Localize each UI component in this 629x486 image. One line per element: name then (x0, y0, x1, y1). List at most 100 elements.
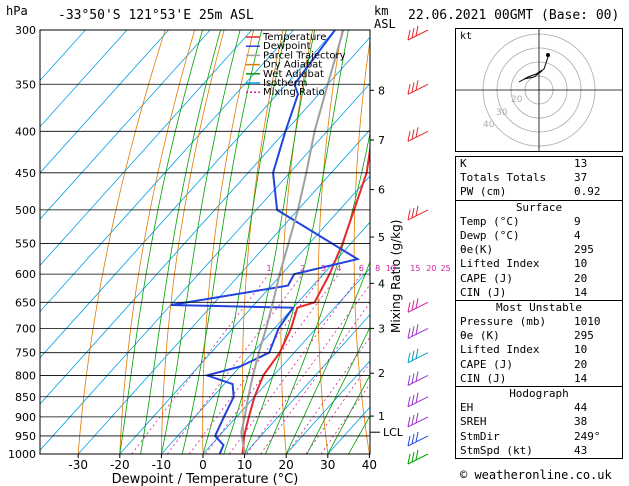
isotherm-line (285, 360, 370, 454)
wind-barb (407, 80, 429, 95)
hodo-value: 38 (574, 415, 588, 429)
surface-label: Dewp (°C) (460, 228, 520, 242)
hodo-value: 43 (574, 443, 588, 457)
most-unstable-section: Most Unstable Pressure (mb) 1010 θe (K) 295… (456, 299, 622, 386)
wet-adiabat-line (119, 30, 203, 454)
surface-row: Dewp (°C) 4 (456, 229, 622, 243)
index-row: PW (cm) 0.92 (456, 185, 622, 199)
surface-value: 20 (574, 271, 588, 285)
isotherm-line (244, 314, 370, 454)
surface-label: CIN (J) (460, 285, 507, 299)
hodo-row: StmDir 249° (456, 430, 622, 444)
svg-text:40: 40 (483, 120, 495, 130)
mixing-ratio-line (246, 283, 370, 454)
index-section: K 13 Totals Totals 37 PW (cm) 0.92 (456, 157, 622, 200)
mixing-ratio-line (166, 273, 304, 454)
surface-row: CIN (J) 14 (456, 286, 622, 300)
surface-label: Lifted Index (460, 257, 540, 271)
mixing-ratio-label: 1 (266, 264, 271, 273)
x-tick-label: 20 (279, 458, 294, 472)
hodograph-plot: 20 30 40 (456, 29, 622, 151)
pressure-tick-label: 800 (15, 369, 36, 382)
surface-label: CAPE (J) (460, 271, 513, 285)
pressure-tick-label: 300 (15, 24, 36, 37)
hodo-label: StmSpd (kt) (460, 443, 533, 457)
surface-value: 10 (574, 257, 588, 271)
plot-frame (39, 29, 371, 455)
wind-barb (407, 127, 429, 142)
hodo-row: StmSpd (kt) 43 (456, 444, 622, 458)
legend-label: Wet Adiabat (263, 69, 324, 80)
km-tick-label: 5 (378, 231, 385, 244)
unstable-row: CIN (J) 14 (456, 372, 622, 386)
mixing-ratio-label: 25 (440, 264, 450, 273)
pressure-tick-label: 550 (15, 237, 36, 250)
asl-label: ASL (374, 17, 396, 31)
parameters-table: K 13 Totals Totals 37 PW (cm) 0.92 Surface Te… (455, 156, 623, 459)
hodograph-title: Hodograph (509, 387, 569, 400)
hodo-row: SREH 38 (456, 415, 622, 429)
index-row: Totals Totals 37 (456, 171, 622, 185)
isotherm-line (40, 30, 169, 174)
isotherm-line (40, 30, 294, 313)
hodo-label: SREH (460, 415, 487, 429)
index-label: PW (cm) (460, 185, 507, 199)
wet-adiabat-line (306, 326, 370, 454)
isotherm-line (40, 30, 211, 220)
wind-barb (407, 348, 429, 364)
unstable-label: Pressure (mb) (460, 315, 547, 329)
isotherm-line (40, 82, 370, 451)
hpa-label: hPa (6, 4, 28, 18)
pressure-tick-label: 750 (15, 347, 36, 360)
x-axis-title: Dewpoint / Temperature (°C) (112, 472, 299, 486)
surface-label: θe(K) (460, 243, 494, 257)
mixing-ratio-label: 20 (426, 264, 436, 273)
index-value: 0.92 (574, 185, 601, 199)
surface-title: Surface (515, 200, 563, 214)
hodo-row: EH 44 (456, 401, 622, 415)
mixing-ratio-label: 3 (321, 264, 326, 273)
x-tick-label: 10 (237, 458, 252, 472)
wind-barb (407, 431, 429, 447)
x-tick-label: 40 (362, 458, 377, 472)
unstable-value: 14 (574, 371, 588, 385)
most-unstable-title: Most Unstable (495, 300, 583, 314)
isotherm-line (40, 30, 86, 82)
lcl-label: LCL (383, 426, 404, 439)
km-tick-label: 2 (378, 367, 385, 380)
index-row: K 13 (456, 157, 622, 171)
legend-label: Dewpoint (263, 41, 311, 52)
legend-label: Isotherm (263, 78, 307, 89)
index-label: K (460, 157, 467, 170)
wind-barb (407, 412, 429, 428)
unstable-value: 295 (574, 329, 594, 343)
series-dewpoint-line (170, 30, 361, 454)
mixing-ratio-label: 10 (386, 264, 396, 273)
unstable-row: Pressure (mb) 1010 (456, 315, 622, 329)
mixing-ratio-line (131, 273, 270, 454)
dry-adiabat-line (423, 30, 453, 454)
mixing-ratio-axis-title: Mixing Ratio (g/kg) (389, 220, 403, 333)
x-tick-label: -20 (110, 458, 130, 472)
km-tick-label: 3 (378, 322, 385, 335)
km-label: km (374, 4, 389, 18)
mixing-ratio-line (189, 273, 324, 454)
mixing-ratio-line (228, 273, 362, 454)
copyright-text: © weatheronline.co.uk (460, 468, 612, 482)
location-title: -33°50'S 121°53'E 25m ASL (58, 8, 254, 23)
legend-label: Dry Adiabat (263, 60, 322, 71)
mixing-ratio-label: 2 (300, 264, 305, 273)
hodo-label: EH (460, 401, 474, 415)
hodo-value: 249° (574, 429, 601, 443)
surface-row: θe(K) 295 (456, 243, 622, 257)
x-tick-label: -30 (68, 458, 88, 472)
isotherm-line (40, 30, 253, 266)
x-tick-label: -10 (152, 458, 172, 472)
pressure-tick-label: 700 (15, 322, 36, 335)
surface-section: Surface Temp (°C) 9 Dewp (°C) 4 θe(K) 295 Lift… (456, 199, 622, 300)
unstable-label: θe (K) (460, 329, 500, 343)
surface-row: Lifted Index 10 (456, 257, 622, 271)
pressure-tick-label: 450 (15, 167, 36, 180)
isotherm-line (119, 175, 370, 454)
